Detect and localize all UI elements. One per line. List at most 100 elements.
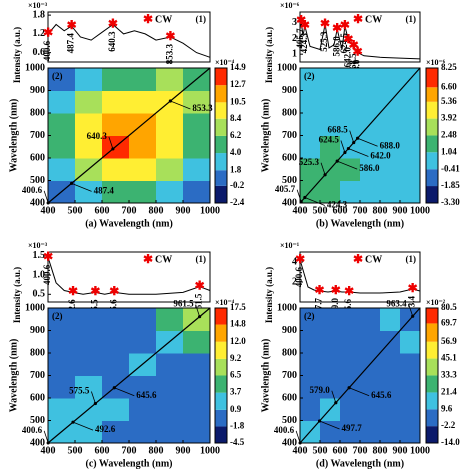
contour-cell (75, 375, 103, 399)
y-tick-label: 900 (282, 325, 297, 336)
y-tick-label: 800 (30, 347, 45, 358)
x-tick-label: 700 (122, 445, 137, 456)
contour-cell (380, 113, 401, 136)
colorbar-label: 14.8 (230, 319, 246, 329)
peak-star: ✱ (343, 32, 353, 46)
colorbar-label: 8.25 (441, 62, 457, 72)
colorbar-label: 9.2 (230, 353, 242, 363)
contour-cell (400, 158, 421, 181)
colorbar-label: 6.2 (230, 130, 242, 140)
colorbar-label: -2.4 (230, 197, 245, 207)
contour-cell (75, 180, 103, 204)
peak-point (347, 386, 351, 390)
contour-cell (102, 308, 130, 331)
contour-cell (380, 308, 401, 331)
contour-cell (156, 113, 184, 136)
x-tick-label: 600 (95, 445, 110, 456)
contour-cell (48, 375, 76, 399)
contour-cell (380, 135, 401, 159)
contour-cell (183, 353, 211, 376)
contour-cell (340, 113, 361, 136)
colorbar-bin (426, 375, 438, 393)
peak-label: 668.5 (348, 53, 358, 74)
peak-label: 405.7 (295, 28, 305, 49)
plot-frame (299, 11, 421, 63)
legend-star: ✱ (353, 12, 363, 26)
diagonal (47, 67, 211, 204)
annotation-leader (195, 304, 200, 317)
x-tick-label: 700 (353, 445, 368, 456)
colorbar-label: 69.7 (441, 317, 457, 327)
annotation-leader (331, 390, 337, 403)
plot-frame (47, 251, 211, 303)
peak-annotation: 961.5 (173, 299, 194, 309)
spectrum-line (299, 21, 421, 60)
colorbar-label: -3.30 (441, 197, 460, 207)
contour-cell (75, 353, 103, 376)
colorbar-bin (215, 102, 227, 119)
contour-cell (360, 398, 381, 421)
x-tick-label: 600 (333, 445, 348, 456)
colorbar-bin (426, 68, 438, 88)
colorbar-bin (426, 169, 438, 187)
peak-point (411, 314, 415, 318)
peak-star: ✱ (300, 18, 310, 32)
x-axis-label: (d) Wavelength (nm) (316, 458, 404, 469)
x-tick-label: 700 (353, 205, 368, 216)
contour-cell (156, 135, 184, 159)
y-tick-label: 2 (292, 33, 297, 44)
annotation-leader (304, 197, 326, 206)
x-tick-label: 400 (41, 445, 56, 456)
contour-cell (380, 375, 401, 399)
contour-cell (75, 420, 103, 444)
contour-cell (183, 398, 211, 421)
contour-cell (102, 68, 130, 91)
y-tick-label: 1000 (25, 62, 45, 73)
plot-frame (299, 251, 421, 303)
contour-cell (340, 398, 361, 421)
contour-cell (129, 375, 157, 399)
contour-cell (129, 68, 157, 91)
x-tick-label: 900 (393, 445, 408, 456)
peak-star: ✱ (165, 29, 175, 43)
y-tick-label: 0.6 (33, 47, 46, 58)
colorbar-bin (215, 308, 227, 325)
contour-cell (129, 420, 157, 444)
contour-cell (400, 180, 421, 204)
contour-cell (360, 420, 381, 444)
contour-cell (102, 330, 130, 354)
colorbar-label: 21.4 (441, 386, 457, 396)
x-tick-label: 1000 (410, 445, 430, 456)
peak-annotation: 853.3 (192, 103, 213, 113)
contour-cell (183, 375, 211, 399)
peak-label: 624.5 (339, 33, 349, 54)
annotation-leader (91, 391, 96, 404)
peak-annotation: 963.4 (386, 298, 407, 308)
peak-point (299, 200, 303, 204)
colorbar-label: 14.9 (230, 62, 246, 72)
contour-cell (340, 180, 361, 204)
contour-cell (156, 308, 184, 331)
contour-cell (102, 420, 130, 444)
legend-label: CW (365, 254, 382, 265)
annotation-leader (71, 182, 92, 192)
y-tick-label: 700 (282, 370, 297, 381)
plot-frame (47, 11, 211, 63)
legend-label: CW (155, 14, 172, 25)
contour-cell (380, 158, 401, 181)
peak-point (334, 401, 338, 405)
y-tick-label: 0.5 (33, 289, 46, 300)
peak-point (198, 315, 202, 319)
peak-star: ✱ (408, 281, 418, 295)
peak-point (93, 401, 97, 406)
annotation-leader (349, 130, 355, 143)
contour-cell (320, 113, 341, 136)
colorbar-label: 10.5 (230, 96, 246, 106)
contour-cell (102, 90, 130, 114)
panel-label: (1) (406, 14, 417, 24)
contour-cell (183, 90, 211, 114)
y-tick-label: 800 (30, 107, 45, 118)
colorbar-label: 1.8 (230, 164, 242, 174)
contour-cell (300, 308, 321, 331)
peak-star: ✱ (68, 284, 78, 298)
